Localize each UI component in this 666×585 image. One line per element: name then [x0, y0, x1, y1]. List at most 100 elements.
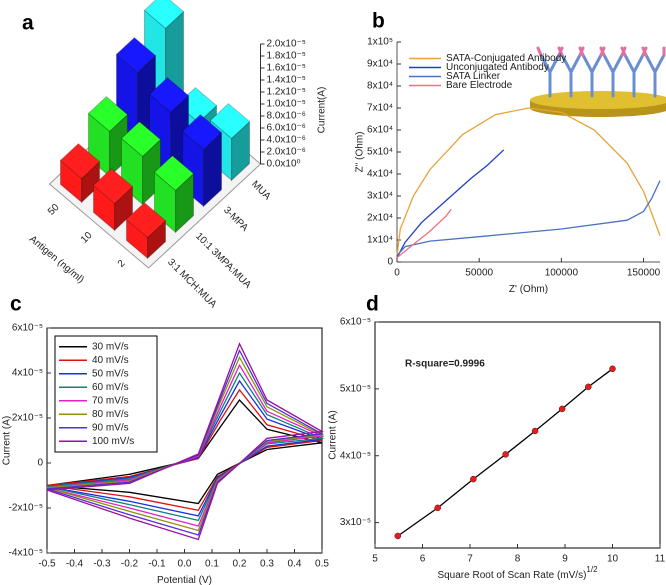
y-tick-label: 4x10⁴ [367, 169, 393, 180]
bar-top [92, 168, 134, 204]
x-axis-title-text: Square Root of Scan Rate (mV/s) [437, 570, 586, 581]
legend-label: 30 mV/s [92, 341, 129, 352]
y-tick-label: 6.0x10⁻⁶ [267, 123, 306, 134]
y-tick-label: -4x10⁻⁵ [9, 548, 43, 559]
series-line [46, 388, 323, 512]
y-tick-label: 1.4x10⁻⁵ [267, 75, 306, 86]
antibody [602, 53, 624, 98]
x-tick-label: 6 [420, 554, 426, 565]
bar-top [181, 114, 223, 150]
y-tick-label: 9x10⁴ [367, 59, 393, 70]
antibody [644, 53, 666, 98]
y-tick-label: 7x10⁴ [367, 103, 393, 114]
x-tick-label: -0.5 [38, 559, 56, 570]
antibody-tips [536, 46, 666, 57]
x-tick-label: 150000 [627, 268, 661, 279]
antibody [581, 53, 603, 98]
series-line [46, 342, 325, 541]
bar-top [59, 143, 101, 179]
data-point [502, 451, 509, 458]
y-tick-label: 3x10⁴ [367, 191, 393, 202]
y-tick-label: 1.2x10⁻⁵ [267, 87, 306, 98]
legend-label: SATA-Conjugated Antibody [446, 53, 566, 64]
y-axis-title: Current(A) [317, 87, 328, 134]
series-line [396, 149, 505, 258]
data-point [585, 383, 592, 391]
x-axis-title: Potential (V) [157, 575, 212, 585]
y-tick-label: 5x10⁻⁵ [340, 384, 371, 395]
y-tick-label: 4.0x10⁻⁶ [267, 135, 306, 146]
legend-label: 90 mV/s [92, 422, 129, 433]
x-tick-label: 8 [515, 554, 521, 565]
y-tick-label: 1x10⁴ [367, 235, 393, 246]
y-tick-label: 6x10⁻⁵ [340, 317, 371, 328]
x-tick-label: 7 [467, 554, 473, 565]
bar [125, 202, 167, 260]
x-tick-label: 0.4 [288, 559, 302, 570]
bar-top [115, 37, 157, 73]
data-point [394, 532, 402, 540]
x-tick-label: 9 [562, 554, 568, 565]
x-axis-title-text: Potential (V) [157, 575, 212, 585]
y-tick-label: 1x10⁵ [367, 37, 393, 48]
y-tick-label: 6x10⁴ [367, 125, 393, 136]
panel-label: c [10, 293, 22, 316]
x-axis-title: Z' (Ohm) [509, 284, 548, 295]
x-tick-label: 100000 [545, 268, 579, 279]
x-tick-label: 0.3 [260, 559, 274, 570]
y-tick-label: 5x10⁴ [367, 147, 393, 158]
bar-top [125, 202, 167, 238]
legend-frame [54, 335, 158, 453]
data-point [531, 427, 539, 435]
y-tick-label: 3x10⁻⁵ [340, 517, 371, 528]
y-tick-label: 4x10⁻⁵ [12, 368, 43, 379]
bar-top [87, 96, 129, 132]
y-tick-label: 1.0x10⁻⁵ [267, 99, 306, 110]
panel-label: a [22, 12, 34, 35]
antibodies [536, 46, 666, 98]
y-tick-label: 2x10⁴ [367, 213, 393, 224]
x-tick-label: 11 [655, 554, 666, 565]
y-tick-label: 2.0x10⁻⁵ [267, 39, 306, 50]
bar [59, 143, 101, 204]
legend-label: 40 mV/s [92, 355, 129, 366]
x-axis-title-text: Z' (Ohm) [509, 284, 548, 295]
bar-top [209, 103, 251, 139]
data-point [434, 504, 441, 512]
legend-label: 80 mV/s [92, 409, 129, 420]
bar-top [153, 155, 195, 191]
y-tick-label: -2x10⁻⁵ [9, 503, 43, 514]
series-line [397, 368, 613, 537]
x-tick-label: -0.4 [66, 559, 84, 570]
annotation: R-square=0.9996 [405, 359, 485, 370]
y-tick-label: 4x10⁻⁵ [340, 450, 371, 461]
electrode-disk [530, 91, 666, 109]
y-axis-title: Current (A) [328, 410, 339, 459]
x-tick-label: 5 [372, 554, 378, 565]
panel-label: b [372, 10, 385, 33]
x-tick-label: 0.0 [178, 559, 192, 570]
x-axis-title-exponent: 1/2 [586, 565, 598, 574]
y-tick-label: 0 [37, 458, 43, 469]
antibody [539, 53, 561, 98]
y-axis-title: Current (A) [2, 416, 13, 465]
antibody-illustration [530, 46, 666, 117]
x-tick-label: 50000 [465, 268, 493, 279]
x-tick-label: 0 [394, 268, 400, 279]
y-tick-label: 1.8x10⁻⁵ [267, 51, 306, 62]
antibody [560, 53, 582, 98]
y-tick-label: 2x10⁻⁵ [12, 413, 43, 424]
data-point [470, 475, 477, 483]
x-tick-label: -0.2 [121, 559, 139, 570]
x-axis-title: Square Root of Scan Rate (mV/s)1/2 [437, 565, 598, 581]
x-tick-label: 0.2 [233, 559, 247, 570]
series-line [46, 348, 325, 536]
x-tick-label: -0.1 [148, 559, 166, 570]
series-line [396, 107, 661, 256]
bar [153, 155, 195, 234]
x-tick-label: -0.3 [93, 559, 111, 570]
series-line [396, 208, 452, 259]
